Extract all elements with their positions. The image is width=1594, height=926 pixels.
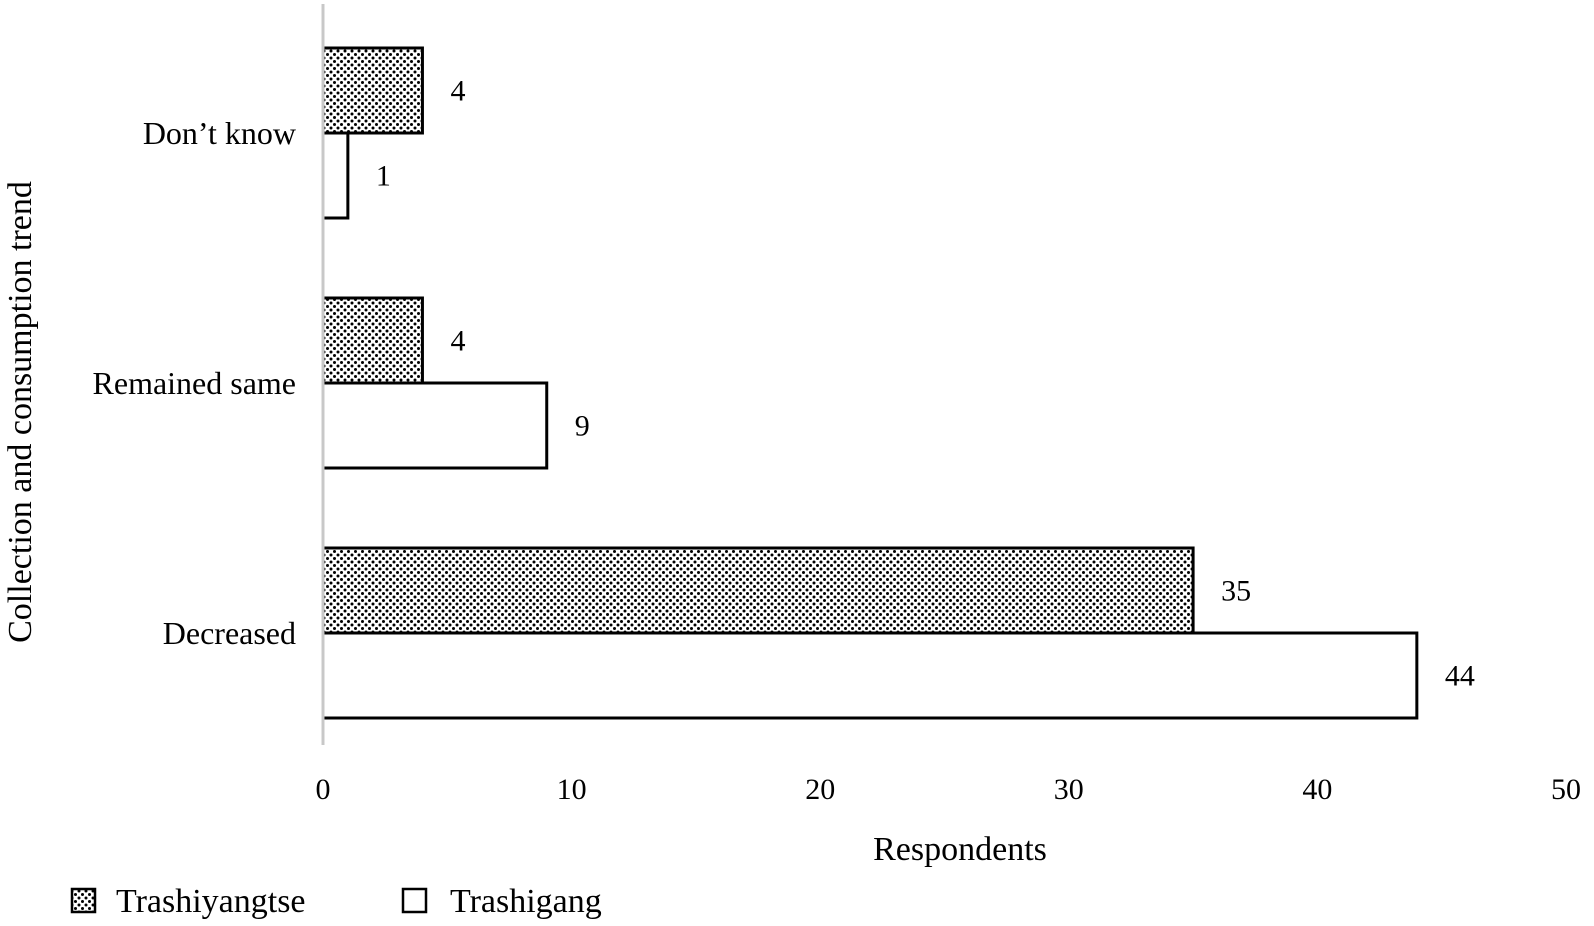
x-axis-ticks: 0 10 20 30 40 50 bbox=[316, 773, 1582, 806]
x-tick-label-20: 20 bbox=[805, 773, 835, 806]
data-label-trashigang-decreased: 44 bbox=[1445, 660, 1475, 693]
x-axis-title: Respondents bbox=[873, 831, 1047, 868]
x-tick-label-10: 10 bbox=[557, 773, 587, 806]
data-label-trashiyangtse-don-t-know: 4 bbox=[450, 75, 465, 108]
bar-trashiyangtse-don-t-know bbox=[321, 46, 424, 135]
category-label-don-t-know: Don’t know bbox=[143, 115, 296, 151]
bars-layer bbox=[321, 46, 1419, 720]
bar-trashigang-don-t-know bbox=[321, 131, 350, 220]
data-label-trashigang-don-t-know: 1 bbox=[376, 160, 391, 193]
category-label-decreased: Decreased bbox=[163, 615, 296, 651]
y-axis-title: Collection and consumption trend bbox=[2, 181, 39, 643]
data-label-trashigang-remained-same: 9 bbox=[575, 410, 590, 443]
legend-item-trashiyangtse: Trashiyangtse bbox=[70, 883, 306, 920]
legend: Trashiyangtse Trashigang bbox=[70, 883, 602, 920]
legend-label-trashiyangtse: Trashiyangtse bbox=[116, 883, 306, 920]
category-label-remained-same: Remained same bbox=[93, 365, 296, 401]
legend-swatch-trashigang bbox=[401, 887, 428, 914]
data-label-trashiyangtse-decreased: 35 bbox=[1221, 575, 1251, 608]
data-label-trashiyangtse-remained-same: 4 bbox=[450, 325, 465, 358]
bar-trashiyangtse-decreased bbox=[321, 546, 1195, 635]
bar-trashigang-remained-same bbox=[321, 381, 549, 470]
legend-swatch-trashiyangtse bbox=[70, 887, 97, 914]
bar-trashiyangtse-remained-same bbox=[321, 296, 424, 385]
category-labels: Don’t know Remained same Decreased bbox=[93, 115, 296, 651]
legend-item-trashigang: Trashigang bbox=[401, 883, 602, 920]
value-labels-layer: 4 1 4 9 35 44 bbox=[376, 75, 1475, 693]
legend-label-trashigang: Trashigang bbox=[450, 883, 602, 920]
x-tick-label-50: 50 bbox=[1551, 773, 1581, 806]
x-tick-label-40: 40 bbox=[1302, 773, 1332, 806]
x-tick-label-30: 30 bbox=[1054, 773, 1084, 806]
bar-trashigang-decreased bbox=[321, 631, 1419, 720]
x-tick-label-0: 0 bbox=[316, 773, 331, 806]
